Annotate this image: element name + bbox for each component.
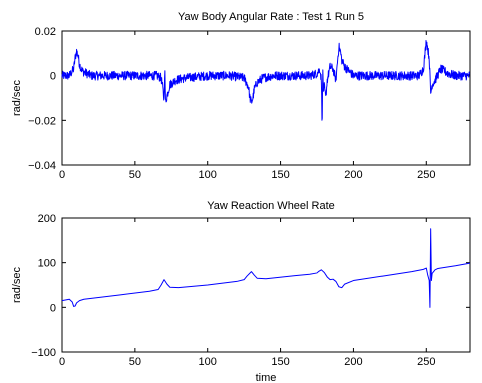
x-tick-label: 200 <box>344 169 362 181</box>
x-tick-label: 150 <box>271 169 289 181</box>
bottom-chart: Yaw Reaction Wheel Rate 0 50 100 150 200 250 −… <box>11 200 471 383</box>
y-tick-label: 0 <box>50 302 56 314</box>
x-tick-label: 100 <box>199 356 217 368</box>
x-tick-label: 100 <box>199 169 217 181</box>
y-tick-label: −0.04 <box>28 160 56 172</box>
x-tick-label: 150 <box>271 356 289 368</box>
x-tick-label: 0 <box>59 169 65 181</box>
x-tick-label: 50 <box>129 356 141 368</box>
x-tick-label: 50 <box>129 169 141 181</box>
y-tick-label: 200 <box>38 213 56 225</box>
y-tick-label: 100 <box>38 258 56 270</box>
top-series-line <box>61 39 471 121</box>
y-tick-label: 0.02 <box>35 26 56 38</box>
x-tick-label: 0 <box>59 356 65 368</box>
bottom-plot-area <box>61 217 471 353</box>
y-tick-label: −100 <box>31 347 56 359</box>
bottom-series-line <box>61 228 471 308</box>
x-tick-label: 250 <box>417 169 435 181</box>
bottom-y-axis-label: rad/sec <box>11 266 23 303</box>
top-ticks: 0 50 100 150 200 250 −0.04 −0.02 0 0.02 <box>28 26 470 181</box>
top-chart-title: Yaw Body Angular Rate : Test 1 Run 5 <box>178 11 364 23</box>
y-tick-label: −0.02 <box>28 115 56 127</box>
top-chart: Yaw Body Angular Rate : Test 1 Run 5 0 50… <box>11 11 471 181</box>
top-plot-area <box>61 30 471 166</box>
x-tick-label: 250 <box>417 356 435 368</box>
bottom-x-axis-label: time <box>256 372 277 383</box>
x-tick-label: 200 <box>344 356 362 368</box>
bottom-chart-title: Yaw Reaction Wheel Rate <box>207 200 335 212</box>
y-tick-label: 0 <box>50 71 56 83</box>
top-y-axis-label: rad/sec <box>11 79 23 116</box>
